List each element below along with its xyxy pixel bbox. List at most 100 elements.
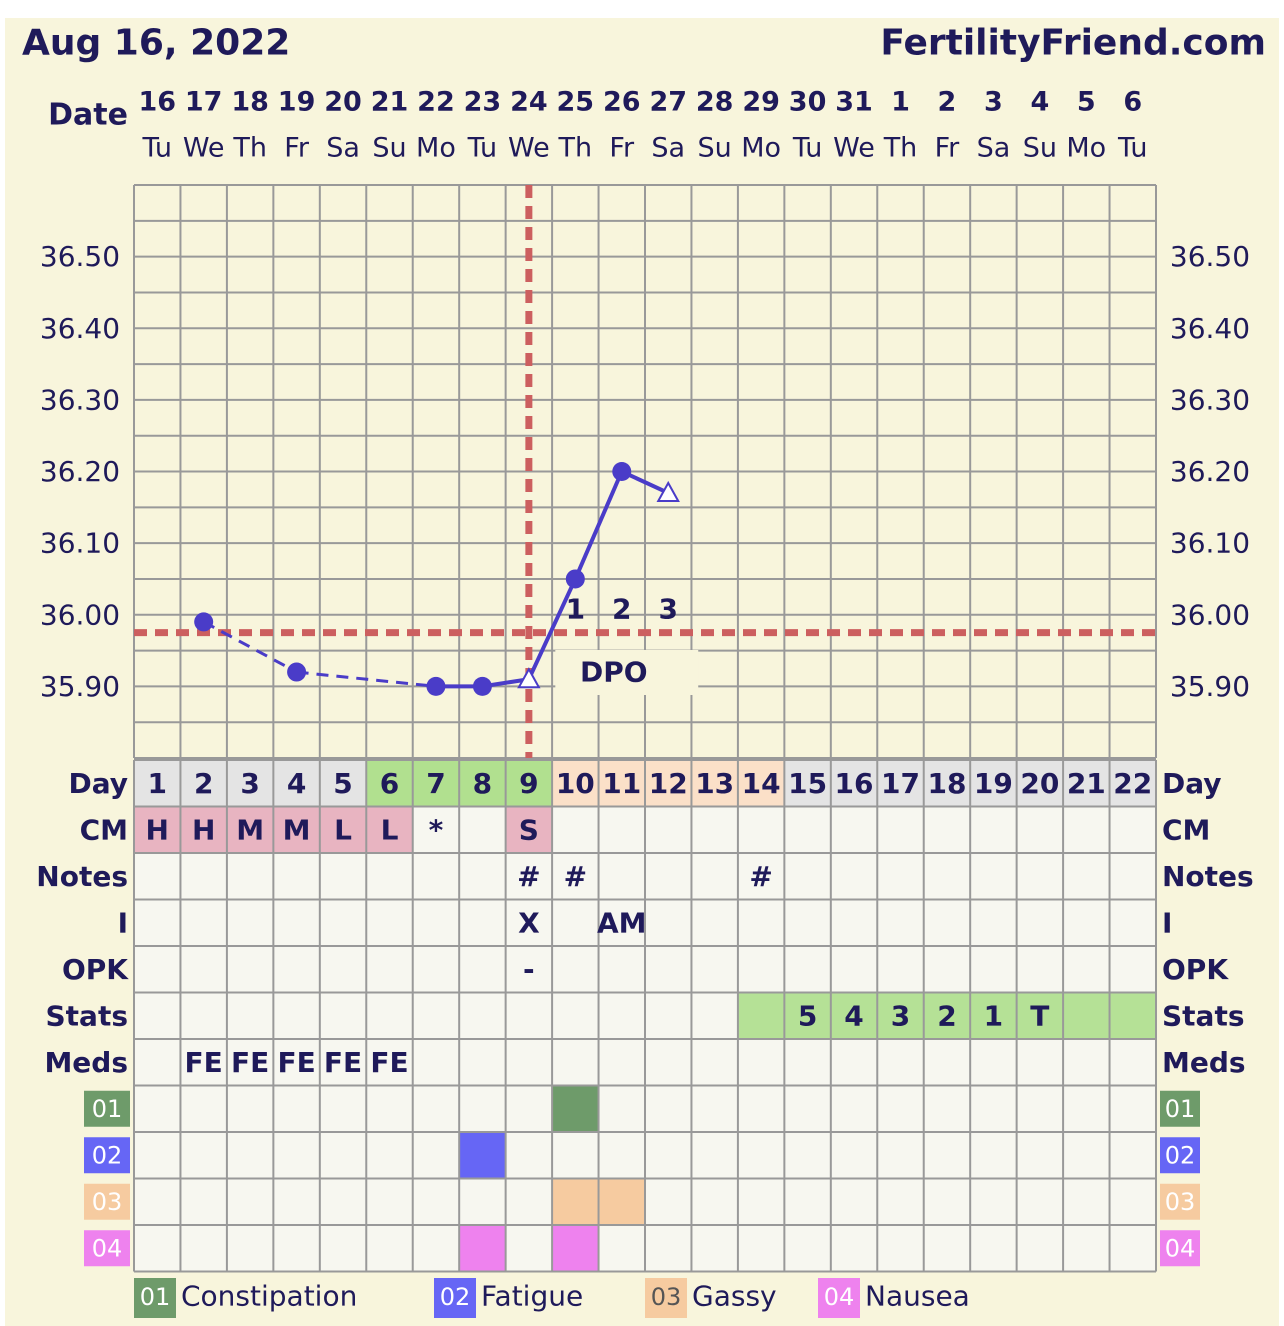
day-value: 16 [835, 767, 874, 800]
row-label-right-opk: OPK [1162, 953, 1229, 986]
cm-cell [319, 806, 367, 853]
day-cell [273, 760, 320, 807]
legend-code: 04 [824, 1283, 855, 1311]
day-value: 17 [881, 767, 920, 800]
y-tick-right: 36.30 [1170, 383, 1250, 416]
y-tick-right: 36.00 [1170, 598, 1250, 631]
weekday-label: Su [1023, 133, 1057, 164]
date-number: 20 [324, 87, 362, 118]
y-tick-right: 36.20 [1170, 455, 1250, 488]
meds-value: FE [324, 1046, 362, 1079]
weekday-label: Sa [977, 133, 1011, 164]
day-cell [134, 760, 181, 807]
stats-cell [970, 992, 1017, 1039]
stats-cell [1063, 992, 1110, 1039]
day-cell [1016, 760, 1064, 807]
row-label-cm: CM [80, 813, 128, 846]
day-cell [923, 760, 971, 807]
dpo-number: 3 [658, 593, 677, 626]
weekday-label: Su [698, 133, 732, 164]
day-value: 18 [927, 767, 966, 800]
date-number: 21 [371, 87, 409, 118]
y-tick-left: 36.20 [40, 455, 120, 488]
row-label-day: Day [68, 767, 128, 800]
temperature-point [194, 612, 214, 632]
temperature-point [287, 662, 307, 682]
row-label-notes: Notes [36, 860, 128, 893]
date-number: 29 [742, 87, 780, 118]
cm-value: M [283, 813, 311, 846]
cm-cell [180, 806, 227, 853]
day-value: 21 [1067, 767, 1106, 800]
weekday-label: We [833, 133, 875, 164]
stats-cell [1016, 992, 1064, 1039]
weekday-label: Tu [1117, 133, 1148, 164]
temperature-point [565, 569, 585, 589]
temperature-point [426, 676, 446, 696]
meds-value: FE [231, 1046, 269, 1079]
cm-cell [505, 806, 553, 853]
dpo-box [555, 650, 699, 695]
dpo-number: 1 [566, 593, 585, 626]
y-tick-left: 36.00 [40, 598, 120, 631]
date-number: 4 [1030, 87, 1049, 118]
day-cell [505, 760, 553, 807]
y-tick-right: 36.10 [1170, 527, 1250, 560]
stats-value: 3 [891, 999, 910, 1032]
date-number: 31 [835, 87, 873, 118]
stats-value: 5 [798, 999, 817, 1032]
weekday-label: Tu [792, 133, 823, 164]
day-cell [226, 760, 274, 807]
cm-value: M [236, 813, 264, 846]
weekday-label: Tu [141, 133, 172, 164]
dpo-number: 2 [612, 593, 631, 626]
day-cell [552, 760, 599, 807]
symptom-code-left: 03 [92, 1188, 123, 1216]
legend-label: Nausea [865, 1280, 970, 1313]
date-number: 18 [231, 87, 269, 118]
opk-value: - [523, 953, 535, 986]
day-value: 12 [649, 767, 688, 800]
symptom-cell-03 [598, 1178, 645, 1225]
cm-value: L [381, 813, 399, 846]
legend-swatch [434, 1278, 476, 1318]
date-number: 27 [649, 87, 687, 118]
date-number: 25 [557, 87, 595, 118]
day-cell [1063, 760, 1110, 807]
weekday-label: Fr [609, 133, 635, 164]
stats-cell [877, 992, 924, 1039]
date-number: 19 [278, 87, 316, 118]
temperature-segment [296, 670, 437, 688]
stats-cell [1109, 992, 1156, 1039]
weekday-label: Sa [326, 133, 360, 164]
symptom-cell-01 [552, 1085, 599, 1132]
date-number: 3 [984, 87, 1003, 118]
weekday-label: Th [558, 133, 593, 164]
symptom-badge-right [1160, 1230, 1200, 1267]
temperature-segment [202, 620, 298, 674]
y-tick-right: 36.40 [1170, 312, 1250, 345]
symptom-cell-03 [552, 1178, 599, 1225]
symptom-code-left: 01 [92, 1095, 123, 1123]
row-label-i: I [118, 906, 128, 939]
legend-swatch [645, 1278, 687, 1318]
day-cell [1109, 760, 1156, 807]
day-cell [691, 760, 738, 807]
cm-cell [366, 806, 413, 853]
day-cell [319, 760, 367, 807]
temperature-point-open-triangle [517, 667, 541, 689]
stats-value: 4 [844, 999, 863, 1032]
date-label: Date [48, 98, 128, 133]
stats-cell [737, 992, 785, 1039]
stats-value: 1 [984, 999, 1003, 1032]
symptom-badge-left [84, 1183, 130, 1220]
weekday-label: Th [232, 133, 267, 164]
day-value: 15 [788, 767, 827, 800]
day-value: 6 [380, 767, 399, 800]
row-label-right-day: Day [1162, 767, 1222, 800]
y-tick-left: 36.50 [40, 240, 120, 273]
symptom-badge-left [84, 1090, 130, 1127]
stats-value: 2 [937, 999, 956, 1032]
date-number: 24 [510, 87, 548, 118]
temperature-point [472, 676, 492, 696]
